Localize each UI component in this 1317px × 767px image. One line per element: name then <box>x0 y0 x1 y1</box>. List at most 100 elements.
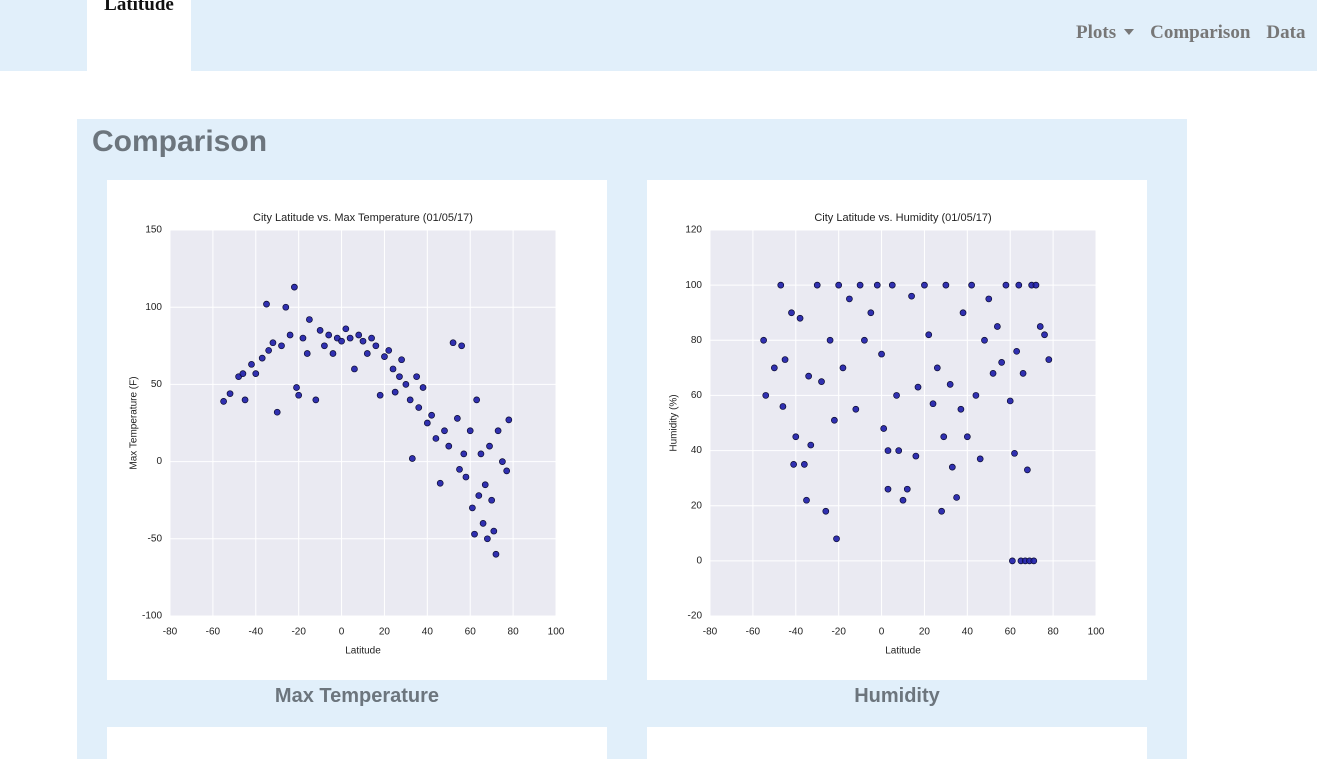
scatter-point <box>921 281 928 289</box>
scatter-point <box>899 496 907 504</box>
scatter-point <box>321 342 328 350</box>
nav-data[interactable]: Data <box>1266 22 1306 43</box>
scatter-point <box>475 492 483 499</box>
scatter-point <box>803 496 810 504</box>
x-tick-label: 80 <box>508 627 520 638</box>
scatter-point <box>396 373 403 381</box>
scatter-point <box>490 527 498 535</box>
scatter-point <box>880 425 888 432</box>
caption: Max Temperature <box>274 685 440 707</box>
scatter-point <box>781 356 789 363</box>
scatter-point <box>471 530 478 538</box>
scatter-point <box>989 370 997 377</box>
heading: Comparison <box>92 125 268 158</box>
scatter-point <box>801 461 808 468</box>
x-tick-label: 20 <box>379 627 391 638</box>
scatter-point <box>252 370 260 377</box>
scatter-point <box>316 327 324 334</box>
scatter-point <box>293 384 300 391</box>
scatter-point <box>805 372 812 380</box>
scatter-point <box>822 507 830 515</box>
nav-plots[interactable]: Plots <box>1076 22 1135 43</box>
scatter-point <box>818 378 825 385</box>
scatter-point <box>342 325 350 333</box>
scatter-point <box>895 447 903 454</box>
scatter-point <box>942 281 950 289</box>
scatter-point <box>220 398 227 405</box>
x-tick-label: -40 <box>249 627 264 638</box>
x-tick-label: 60 <box>1005 627 1017 638</box>
x-tick-label: -60 <box>206 627 221 638</box>
y-tick-label: 150 <box>145 225 162 236</box>
scatter-point <box>469 504 476 512</box>
x-tick-label: 20 <box>919 627 931 638</box>
scatter-point <box>363 350 371 357</box>
scatter-point <box>441 427 448 435</box>
brand[interactable]: Latitude <box>87 0 191 71</box>
x-tick-label: -20 <box>291 627 306 638</box>
scatter-point <box>306 316 313 323</box>
x-tick-label: 0 <box>339 627 345 638</box>
scatter-point <box>398 356 405 364</box>
scatter-point <box>269 339 277 347</box>
chart-title: City Latitude vs. Humidity (01/05/17) <box>814 212 991 224</box>
scatter-point <box>912 452 920 460</box>
scatter-point <box>499 458 506 465</box>
x-tick-label: 100 <box>548 627 565 638</box>
scatter-point <box>462 473 470 481</box>
scatter-point <box>436 479 444 487</box>
scatter-point <box>1013 347 1021 355</box>
scatter-point <box>1002 281 1010 289</box>
scatter-point <box>477 450 485 458</box>
scatter-point <box>346 334 354 342</box>
scatter-point <box>929 400 937 408</box>
chart-card <box>647 727 1147 767</box>
scatter-point <box>762 392 770 399</box>
scatter-point <box>505 416 513 424</box>
dropdown-caret[interactable] <box>1124 29 1135 36</box>
scatter-point <box>312 396 320 404</box>
scatter-point <box>835 281 843 289</box>
scatter-point <box>852 405 860 413</box>
nav-comparison[interactable]: Comparison <box>1150 22 1251 43</box>
chart-card: City Latitude vs. Max Temperature (01/05… <box>107 180 607 680</box>
scatter-point <box>372 342 380 350</box>
scatter-point <box>938 507 945 515</box>
scatter-point <box>953 494 960 501</box>
scatter-point <box>481 481 489 489</box>
x-tick-label: 100 <box>1088 627 1105 638</box>
scatter-point <box>449 339 457 347</box>
scatter-point <box>856 281 864 289</box>
scatter-point <box>957 405 965 413</box>
nav-items: Plots Comparison Data <box>1076 22 1317 44</box>
scatter-point <box>454 415 461 422</box>
scatter-point <box>893 392 900 399</box>
comparison-panel: Comparison City Latitude vs. Max Tempera… <box>77 119 1187 767</box>
scatter-point <box>415 404 423 411</box>
scatter-point <box>503 467 511 475</box>
chart-card <box>107 727 607 767</box>
scatter-point <box>925 331 933 339</box>
nav-label[interactable]: Plots <box>1076 22 1117 43</box>
x-tick-label: -40 <box>789 627 804 638</box>
scatter-point <box>239 370 247 377</box>
scatter-point <box>972 392 980 399</box>
scatter-point <box>959 309 967 317</box>
y-tick-label: 60 <box>691 390 703 401</box>
scatter-point <box>419 384 427 391</box>
scatter-point <box>770 364 778 372</box>
scatter-point <box>981 336 988 344</box>
scatter-point <box>248 360 255 368</box>
scatter-point <box>295 391 303 399</box>
scatter-point <box>792 433 800 441</box>
chart-title: City Latitude vs. Max Temperature (01/05… <box>253 212 473 224</box>
scatter-point <box>831 416 838 424</box>
scatter-point <box>226 390 234 398</box>
scatter-point <box>460 450 468 458</box>
scatter-point <box>948 463 956 471</box>
scatter-point <box>1024 466 1031 474</box>
x-tick-label: -20 <box>831 627 846 638</box>
scatter-point <box>1006 397 1014 405</box>
scatter-point <box>994 323 1001 330</box>
